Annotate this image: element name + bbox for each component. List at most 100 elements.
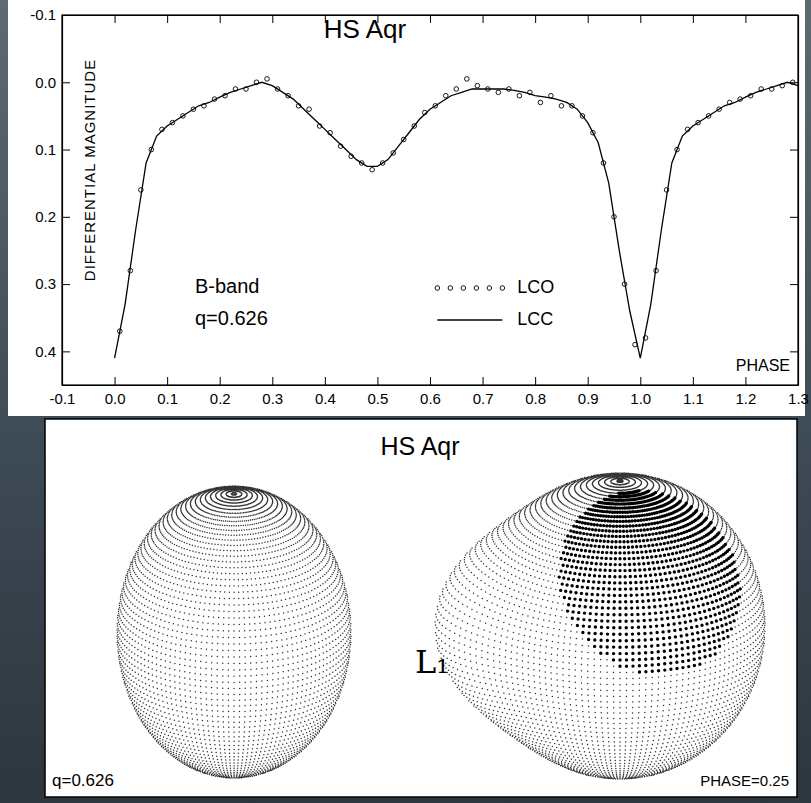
tick-mark bbox=[588, 15, 589, 23]
star-right bbox=[434, 472, 765, 779]
annotation: q=0.626 bbox=[195, 307, 268, 329]
data-point bbox=[559, 104, 564, 109]
tick-mark bbox=[325, 377, 326, 385]
tick-mark bbox=[62, 351, 70, 352]
tick bbox=[588, 15, 589, 23]
tick-mark bbox=[167, 15, 168, 23]
tick-mark bbox=[62, 150, 70, 151]
legend-symbol bbox=[487, 286, 492, 291]
tick-mark bbox=[790, 217, 798, 218]
tick: 0.5 bbox=[367, 377, 388, 407]
x-axis-title: PHASE bbox=[736, 357, 790, 374]
tick bbox=[483, 15, 484, 23]
tick-mark bbox=[535, 15, 536, 23]
legend-item: LCC bbox=[437, 309, 553, 329]
tick-label: 0.0 bbox=[35, 74, 56, 91]
tick-label: 0.1 bbox=[157, 390, 178, 407]
tick-label: 0.1 bbox=[35, 141, 56, 158]
tick bbox=[640, 15, 641, 23]
tick-label: 0.5 bbox=[367, 390, 388, 407]
tick: 0.6 bbox=[420, 377, 441, 407]
legend-label: LCO bbox=[517, 277, 554, 297]
tick-mark bbox=[272, 15, 273, 23]
tick-mark bbox=[62, 284, 70, 285]
tick-label: 0.9 bbox=[578, 390, 599, 407]
tick-label: -0.1 bbox=[50, 390, 76, 407]
tick-mark bbox=[272, 377, 273, 385]
tick-label: 0.8 bbox=[525, 390, 546, 407]
tick-label: 0.4 bbox=[315, 390, 336, 407]
tick-mark bbox=[640, 15, 641, 23]
figure: -0.1 0.0 0.1 0.2 0.3 0.4 0.5 0.6 0.7 0.8 0.9 1.0 1.1… bbox=[0, 0, 811, 803]
model-line bbox=[115, 82, 798, 358]
tick: 0.1 bbox=[35, 141, 70, 158]
data-point bbox=[265, 77, 270, 82]
tick-mark bbox=[430, 15, 431, 23]
tick: 0.1 bbox=[157, 377, 178, 407]
tick bbox=[693, 15, 694, 23]
tick-mark bbox=[745, 15, 746, 23]
tick-mark bbox=[62, 82, 70, 83]
tick bbox=[272, 15, 273, 23]
tick-label: 1.2 bbox=[735, 390, 756, 407]
tick-mark bbox=[483, 15, 484, 23]
annotation: B-band bbox=[195, 275, 260, 297]
legend-item: LCO bbox=[435, 277, 554, 297]
tick: 0.4 bbox=[315, 377, 336, 407]
tick bbox=[790, 284, 798, 285]
tick-label: 0.6 bbox=[420, 390, 441, 407]
tick bbox=[745, 15, 746, 23]
tick-mark bbox=[790, 284, 798, 285]
model-title: HS Aqr bbox=[380, 432, 459, 460]
tick-mark bbox=[220, 377, 221, 385]
tick-mark bbox=[377, 377, 378, 385]
data-point bbox=[517, 93, 522, 98]
legend-symbol bbox=[500, 286, 505, 291]
tick-label: 1.3 bbox=[788, 390, 809, 407]
tick-label: 0.2 bbox=[210, 390, 231, 407]
plot-frame bbox=[62, 15, 798, 385]
mass-ratio-label: q=0.626 bbox=[52, 771, 114, 790]
tick-label: 0.4 bbox=[35, 343, 56, 360]
tick-mark bbox=[790, 351, 798, 352]
tick: 0.3 bbox=[35, 275, 70, 292]
tick: 0.7 bbox=[473, 377, 494, 407]
legend-symbol bbox=[437, 319, 502, 320]
tick-label: 0.3 bbox=[262, 390, 283, 407]
tick-mark bbox=[693, 377, 694, 385]
legend-label: LCC bbox=[517, 309, 553, 329]
tick-label: 0.7 bbox=[473, 390, 494, 407]
y-axis-right bbox=[790, 16, 799, 386]
tick bbox=[535, 15, 536, 23]
tick-label: 0.3 bbox=[35, 275, 56, 292]
phase-label: PHASE=0.25 bbox=[700, 772, 789, 789]
legend-symbol bbox=[435, 286, 440, 291]
tick: 0.3 bbox=[262, 377, 283, 407]
x-axis-top bbox=[63, 15, 799, 23]
panel-background bbox=[8, 0, 805, 416]
x-axis: -0.1 0.0 0.1 0.2 0.3 0.4 0.5 0.6 0.7 0.8 0.9 1.0 1.1… bbox=[50, 377, 809, 407]
tick: 0.0 bbox=[105, 377, 126, 407]
tick-label: 1.0 bbox=[630, 390, 651, 407]
tick: 0.2 bbox=[35, 208, 70, 225]
tick bbox=[430, 15, 431, 23]
tick-mark bbox=[483, 377, 484, 385]
tick-label: 0.0 bbox=[105, 390, 126, 407]
tick-mark bbox=[62, 217, 70, 218]
data-point bbox=[370, 167, 375, 172]
tick: 0.4 bbox=[35, 343, 70, 360]
tick-mark bbox=[115, 15, 116, 23]
tick-mark bbox=[430, 377, 431, 385]
tick bbox=[167, 15, 168, 23]
tick: 0.2 bbox=[210, 377, 231, 407]
tick-mark bbox=[693, 15, 694, 23]
data-point bbox=[496, 90, 501, 95]
tick-label: 1.1 bbox=[683, 390, 704, 407]
tick: 0.0 bbox=[35, 74, 70, 91]
tick-mark bbox=[115, 377, 116, 385]
tick-label: 0.2 bbox=[35, 208, 56, 225]
tick-mark bbox=[167, 377, 168, 385]
tick bbox=[115, 15, 116, 23]
tick: 0.9 bbox=[578, 377, 599, 407]
binary-model: HS Aqrq=0.626PHASE=0.25L₁ bbox=[45, 419, 797, 797]
